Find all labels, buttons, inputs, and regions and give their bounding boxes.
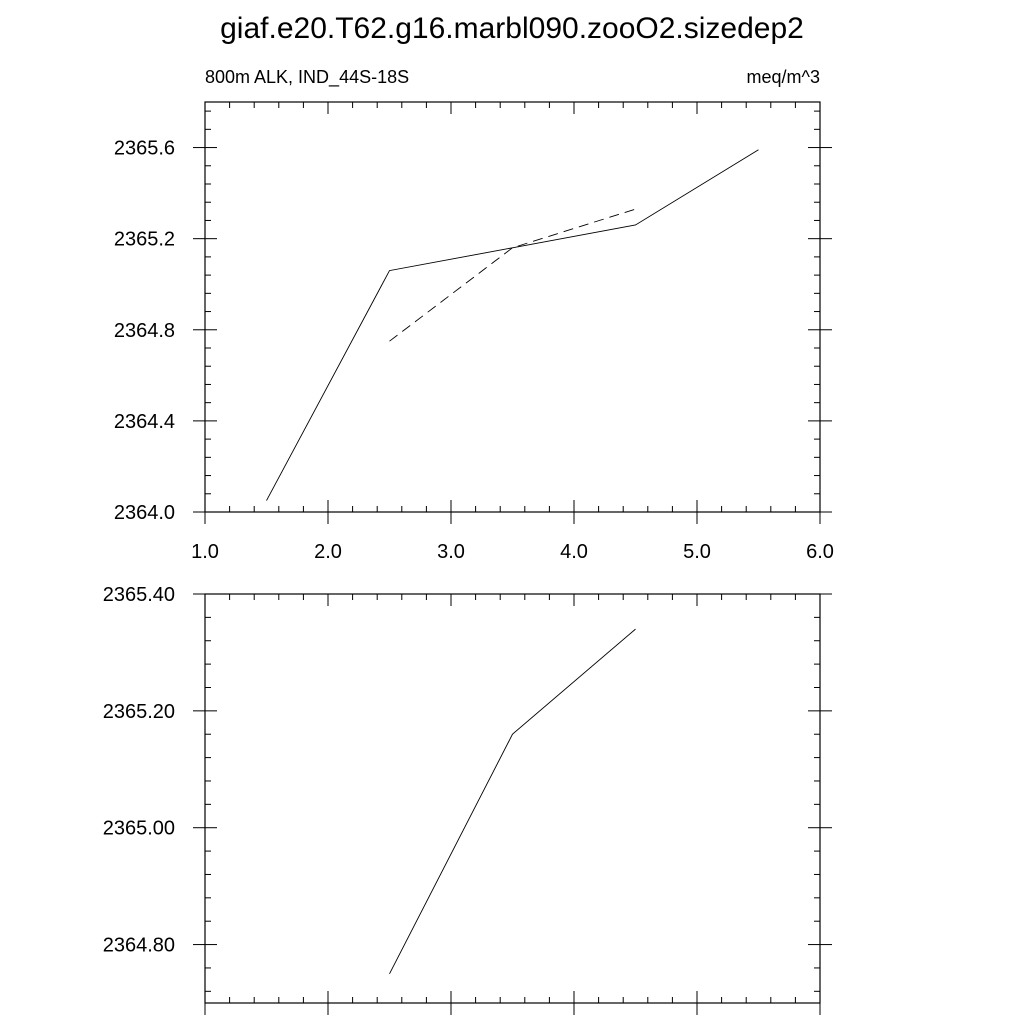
plot-frame [204, 101, 821, 513]
x-tick-label: 3.0 [437, 541, 465, 563]
top-panel: 800m ALK, IND_44S-18S meq/m^3 1.0 2.0 3.0 4… [114, 67, 834, 563]
x-tick-label: 6.0 [806, 541, 834, 563]
y-tick-label: 2365.6 [114, 138, 175, 160]
x-tick-label: 2.0 [314, 541, 342, 563]
panel-left-label: 800m ALK, IND_44S-18S [205, 67, 409, 88]
x-tick-label: 4.0 [560, 541, 588, 563]
bottom-panel: 2364.80 2365.00 2365.20 2365.40 [103, 584, 832, 1015]
x-tick-label: 5.0 [683, 541, 711, 563]
chart-title: giaf.e20.T62.g16.marbl090.zooO2.sizedep2 [220, 12, 804, 45]
y-tick-label: 2364.80 [103, 935, 175, 957]
series-line-solid [389, 628, 636, 975]
y-tick-label: 2365.20 [103, 701, 175, 723]
panel-units-label: meq/m^3 [747, 67, 820, 87]
y-tick-label: 2365.00 [103, 818, 175, 840]
y-tick-label: 2364.8 [114, 320, 175, 342]
y-tick-label: 2364.4 [114, 411, 175, 433]
x-tick-label: 1.0 [191, 541, 219, 563]
y-tick-label: 2365.40 [103, 584, 175, 606]
series-line-dashed [389, 208, 636, 342]
y-tick-label: 2364.0 [114, 502, 175, 524]
plot-frame [204, 593, 821, 1004]
y-tick-label: 2365.2 [114, 229, 175, 251]
series-line-solid [266, 149, 759, 501]
